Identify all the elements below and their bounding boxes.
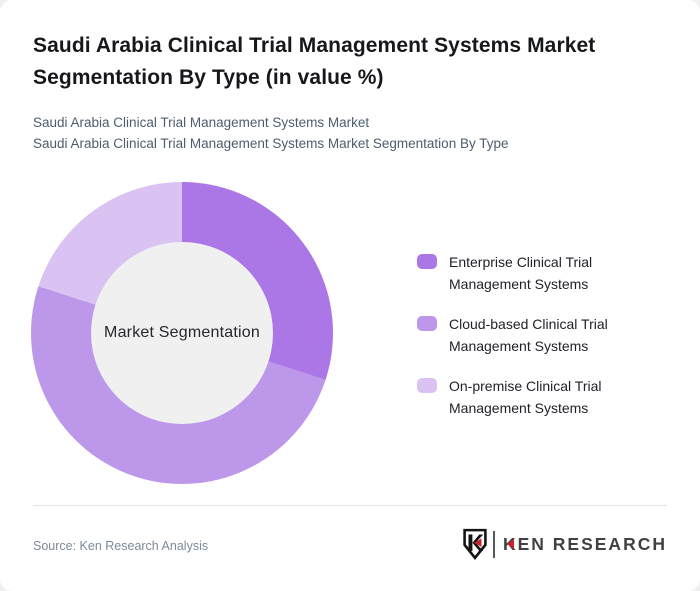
donut-center-label: Market Segmentation <box>104 324 260 341</box>
legend-swatch-enterprise <box>417 254 437 269</box>
logo-wordmark: KEN RESEARCH <box>503 534 667 555</box>
legend-swatch-on-premise <box>417 378 437 393</box>
chart-subtitle: Saudi Arabia Clinical Trial Management S… <box>33 112 673 154</box>
legend-item-enterprise[interactable]: Enterprise Clinical Trial Management Sys… <box>417 251 649 295</box>
legend-label-on-premise: On-premise Clinical Trial Management Sys… <box>449 378 602 416</box>
footer-divider <box>33 505 667 506</box>
subtitle-line-1: Saudi Arabia Clinical Trial Management S… <box>33 115 370 130</box>
logo-text: KEN RESEARCH <box>502 533 667 554</box>
legend-item-cloud-based[interactable]: Cloud-based Clinical Trial Management Sy… <box>417 313 649 357</box>
donut-chart[interactable]: Market Segmentation <box>31 182 333 484</box>
chart-legend: Enterprise Clinical Trial Management Sys… <box>417 251 649 437</box>
logo-red-triangle-icon <box>506 539 514 549</box>
legend-label-enterprise: Enterprise Clinical Trial Management Sys… <box>449 254 593 292</box>
donut-hole: Market Segmentation <box>91 242 273 424</box>
source-note: Source: Ken Research Analysis <box>33 539 209 553</box>
legend-swatch-cloud-based <box>417 316 437 331</box>
legend-item-on-premise[interactable]: On-premise Clinical Trial Management Sys… <box>417 375 649 419</box>
subtitle-line-2: Saudi Arabia Clinical Trial Management S… <box>33 136 509 151</box>
logo-divider-bar <box>492 530 495 558</box>
legend-label-cloud-based: Cloud-based Clinical Trial Management Sy… <box>449 316 608 354</box>
ken-research-shield-icon <box>463 528 487 560</box>
page-title: Saudi Arabia Clinical Trial Management S… <box>33 34 596 89</box>
ken-research-logo: KEN RESEARCH <box>462 526 667 562</box>
